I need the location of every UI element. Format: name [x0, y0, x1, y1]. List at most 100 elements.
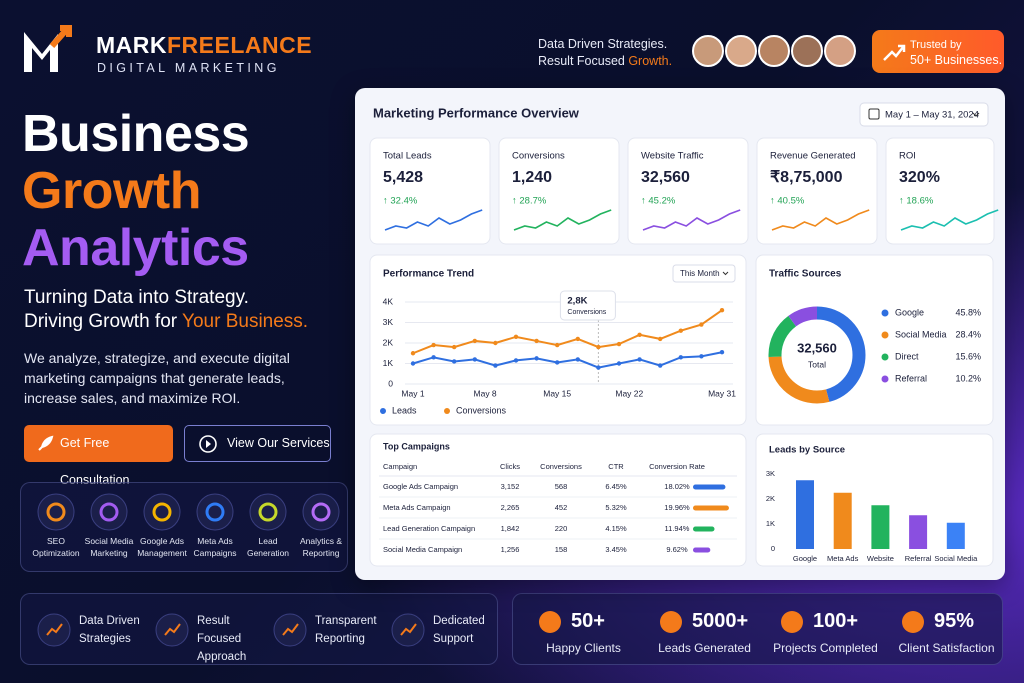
trend-point [555, 342, 560, 348]
subtitle-highlight: Your Business. [182, 311, 309, 332]
x-tick-label: May 8 [474, 388, 497, 398]
trend-point [596, 344, 601, 350]
trend-point [678, 328, 683, 333]
table-cell: 19.96% [664, 503, 690, 512]
y-tick-label: 1K [383, 358, 394, 368]
table-cell: 452 [555, 503, 568, 512]
traffic-panel [755, 254, 994, 426]
table-cell: 3.45% [605, 545, 627, 554]
trend-point [472, 338, 477, 344]
legend-label: Referral [895, 373, 927, 383]
x-tick-label: May 15 [543, 388, 571, 398]
header-tagline: Data Driven Strategies. Result Focused G… [538, 36, 672, 70]
service-label: Social Media Marketing [84, 536, 134, 558]
stat-label: Projects Completed [773, 641, 878, 655]
features-panel: Data Driven Strategies Result Focused App… [20, 593, 498, 665]
table-cell: 18.02% [664, 482, 690, 491]
bar [946, 522, 965, 549]
trend-point [616, 361, 622, 366]
column-header: CTR [608, 462, 624, 471]
trend-point [513, 334, 519, 340]
calendar-icon [868, 108, 880, 120]
service-icon [99, 502, 119, 522]
column-header: Conversions [540, 462, 582, 471]
kpi-change: ↑ 32.4% [383, 196, 418, 207]
kpi-sparkline [900, 209, 999, 231]
service-icon [311, 502, 331, 522]
icon [196, 493, 234, 531]
rate-bar [693, 505, 729, 511]
service-label: Google Ads Management [137, 536, 187, 558]
kpi-card [885, 137, 995, 245]
service-label: SEO Optimization [32, 536, 80, 558]
y-tick-label: 3K [766, 469, 775, 478]
donut-segment [768, 306, 866, 404]
annotation-box [559, 290, 616, 321]
hero-subtitle: Turning Data into Strategy. Driving Grow… [24, 286, 308, 334]
leads-title: Leads by Source [769, 445, 845, 456]
stat-icon [902, 611, 924, 633]
kpi-card [498, 137, 620, 245]
trend-point [658, 363, 663, 368]
kpi-label: Conversions [512, 151, 565, 162]
legend-swatch [881, 375, 889, 383]
x-tick-label: May 31 [708, 388, 736, 398]
hero-title: Business Growth Analytics [22, 106, 250, 277]
table-cell: 9.62% [666, 545, 688, 554]
service-icon-bg [196, 493, 234, 531]
trend-point [637, 357, 642, 362]
campaigns-panel [369, 433, 747, 567]
kpi-change: ↑ 28.7% [512, 196, 547, 207]
kpi-change: ↑ 40.5% [770, 196, 805, 207]
service-icon [205, 502, 225, 522]
trend-filter-label: This Month [680, 269, 720, 278]
dashboard: Marketing Performance Overview May 1 – Ma… [355, 88, 1005, 580]
brand-freelance: FREELANCE [167, 32, 313, 58]
icon [143, 493, 181, 531]
bar [909, 515, 928, 549]
legend-value: 45.8% [955, 307, 981, 317]
feature-label: Dedicated Support [433, 615, 485, 645]
service-icon [152, 502, 172, 522]
service-label: Analytics & Reporting [299, 536, 343, 558]
play-icon [199, 435, 217, 453]
feature-icon [400, 623, 417, 636]
y-tick-label: 3K [383, 317, 394, 327]
trend-point [575, 357, 580, 362]
trend-point [658, 336, 663, 342]
trend-point [410, 351, 416, 356]
kpi-value: 320% [899, 169, 940, 186]
trend-point [534, 338, 539, 344]
bar [871, 505, 890, 549]
trend-point [575, 336, 580, 342]
stat-value: 95% [934, 610, 975, 632]
hero-title-line: Analytics [22, 219, 249, 277]
kpi-value: 32,560 [641, 169, 690, 186]
y-tick-label: 0 [771, 544, 775, 553]
campaigns-title: Top Campaigns [383, 441, 450, 451]
trend-point [452, 344, 457, 350]
feature-label: Transparent Reporting [315, 615, 377, 645]
table-cell: 4.15% [605, 524, 627, 533]
column-header: Campaign [383, 462, 417, 471]
chevron [972, 112, 980, 117]
stat-value: 100+ [813, 610, 859, 632]
rocket-icon [38, 435, 54, 451]
logo-icon [24, 25, 72, 72]
kpi-sparkline [642, 209, 741, 231]
column-header: Clicks [500, 462, 520, 471]
trend-line [412, 309, 723, 355]
table-cell: 5.32% [605, 503, 627, 512]
trend-point [472, 357, 477, 362]
rate-bar [693, 526, 715, 532]
secondary-button[interactable]: View Our Services [184, 425, 331, 462]
service-icon [46, 502, 66, 522]
icon [273, 613, 307, 647]
date-picker [859, 102, 989, 127]
icon [249, 493, 287, 531]
trend-point [616, 341, 622, 347]
primary-button[interactable]: Get Free Consultation [24, 425, 173, 487]
stat-label: Leads Generated [658, 641, 751, 655]
kpi-change: ↑ 45.2% [641, 196, 676, 207]
x-tick-label: Google [793, 554, 817, 563]
